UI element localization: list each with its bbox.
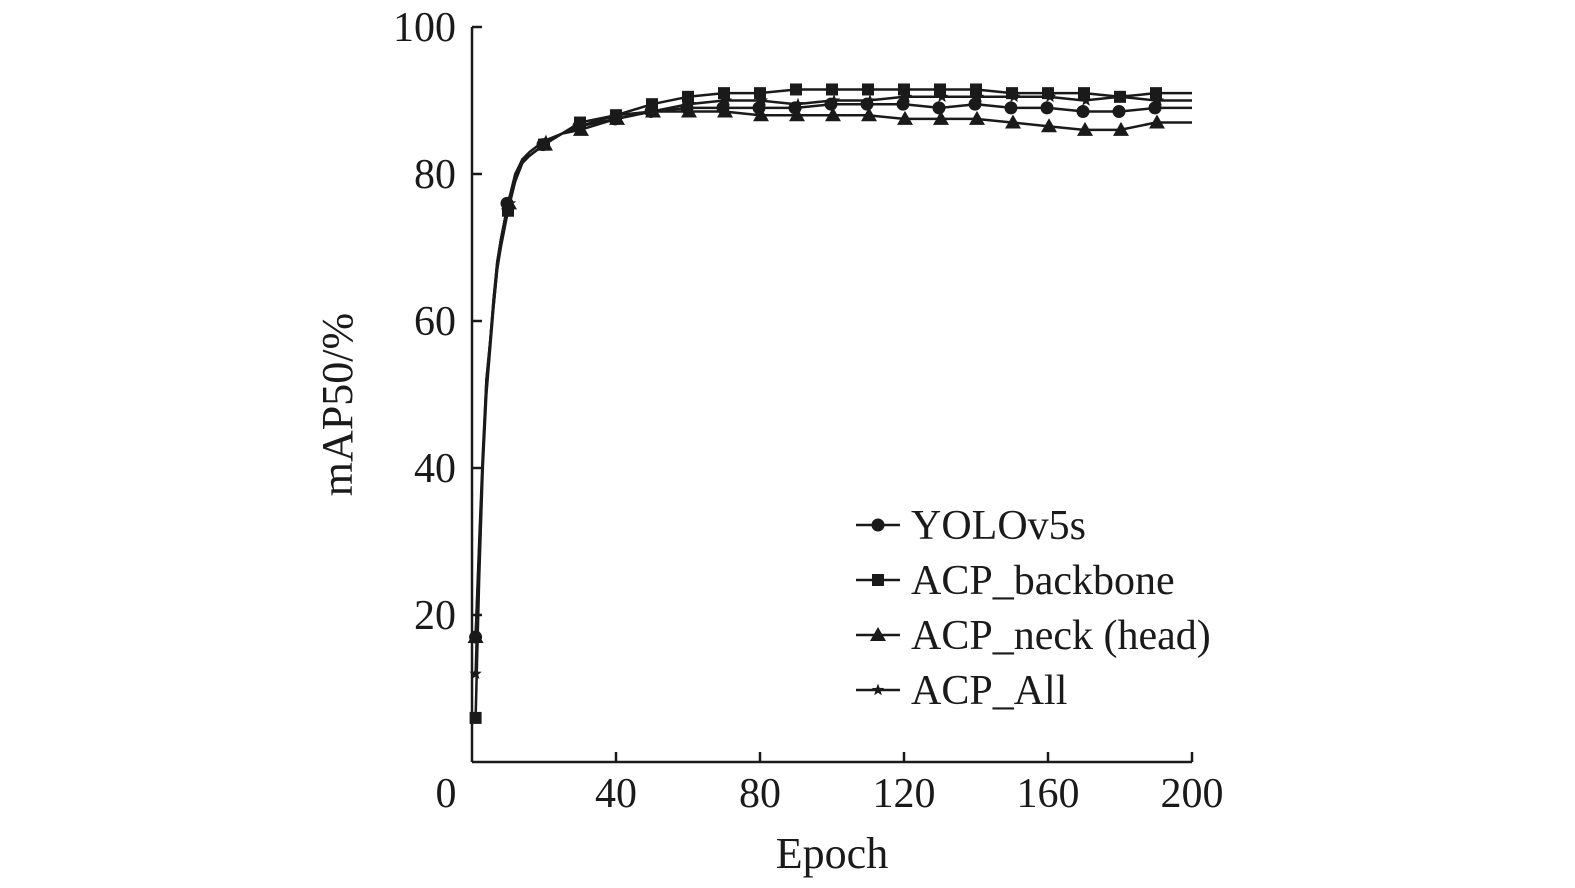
y-axis-title: mAP50/%: [313, 313, 362, 496]
data-point: [935, 90, 949, 103]
data-point: [969, 110, 985, 125]
series-line-acp-all: [474, 95, 1192, 674]
data-point: [899, 90, 913, 103]
legend-item: ACP_All: [856, 668, 1067, 714]
data-point: [681, 103, 697, 118]
legend-marker: [871, 683, 885, 696]
data-point: [717, 103, 733, 118]
data-point: [754, 87, 766, 100]
legend-label: ACP_All: [911, 668, 1067, 714]
x-tick-label: 160: [1017, 771, 1080, 817]
data-point: [789, 107, 805, 122]
data-point: [1004, 101, 1018, 115]
data-point: [863, 94, 877, 106]
data-point: [1040, 101, 1054, 115]
y-tick-label: 40: [414, 446, 456, 492]
data-point: [647, 105, 661, 117]
data-point: [1151, 94, 1165, 106]
data-point: [683, 97, 697, 110]
data-point: [862, 83, 874, 96]
data-point: [933, 110, 949, 125]
legend-label: ACP_backbone: [911, 558, 1175, 604]
data-point: [1005, 114, 1021, 129]
y-tick-label: 60: [414, 299, 456, 345]
data-point: [1115, 90, 1129, 103]
y-ticks: 20 40 60 80 100: [393, 5, 482, 639]
data-point: [1112, 105, 1126, 119]
data-point: [861, 107, 877, 122]
legend-label: YOLOv5s: [911, 503, 1086, 549]
legend-marker: [870, 627, 886, 641]
data-point: [934, 83, 946, 96]
data-point: [753, 107, 769, 122]
series-acp-all: [469, 90, 1192, 680]
data-point: [1043, 90, 1057, 103]
data-point: [1076, 105, 1090, 119]
y-tick-label: 100: [393, 5, 456, 51]
data-point: [469, 711, 482, 724]
data-point: [1079, 94, 1093, 106]
legend-item: YOLOv5s: [856, 503, 1086, 549]
x-tick-label: 80: [739, 771, 781, 817]
data-point: [718, 87, 730, 100]
legend-marker: [871, 518, 885, 532]
x-axis-title: Epoch: [776, 829, 888, 878]
data-point: [1149, 114, 1165, 129]
data-point: [503, 196, 517, 209]
legend-label: ACP_neck (head): [911, 613, 1211, 659]
data-point: [791, 97, 805, 110]
data-point: [825, 107, 841, 122]
data-point: [682, 90, 694, 103]
data-point: [790, 83, 802, 96]
legend-item: ACP_backbone: [856, 558, 1175, 604]
data-point: [469, 667, 482, 680]
y-tick-label: 20: [414, 593, 456, 639]
data-point: [575, 119, 589, 132]
data-point: [1150, 87, 1162, 100]
data-point: [932, 101, 946, 115]
legend-item: ACP_neck (head): [856, 613, 1211, 659]
data-point: [1041, 118, 1057, 133]
data-point: [971, 90, 985, 103]
data-point: [898, 83, 910, 96]
x-tick-label: 200: [1161, 771, 1224, 817]
legend-marker: [872, 574, 884, 586]
data-point: [755, 94, 769, 106]
data-point: [826, 83, 838, 96]
data-point: [1007, 90, 1021, 103]
data-point: [1077, 121, 1093, 136]
data-point: [611, 108, 625, 121]
x-tick-label: 120: [873, 771, 936, 817]
data-point: [968, 97, 982, 111]
data-point: [1148, 101, 1162, 115]
data-point: [719, 94, 733, 106]
x-ticks: 0 40 80 120 160 200: [436, 752, 1224, 817]
data-point: [539, 134, 553, 147]
x-tick-label: 40: [595, 771, 637, 817]
data-point: [970, 83, 982, 96]
x-tick-label: 0: [436, 771, 457, 817]
data-point: [827, 94, 841, 106]
series-layer: [467, 83, 1192, 724]
y-tick-label: 80: [414, 152, 456, 198]
data-point: [1113, 121, 1129, 136]
legend: YOLOv5s ACP_backbone ACP_neck (head) ACP_Al…: [856, 503, 1211, 714]
data-point: [897, 110, 913, 125]
data-point: [1078, 87, 1090, 100]
data-point: [896, 97, 910, 111]
